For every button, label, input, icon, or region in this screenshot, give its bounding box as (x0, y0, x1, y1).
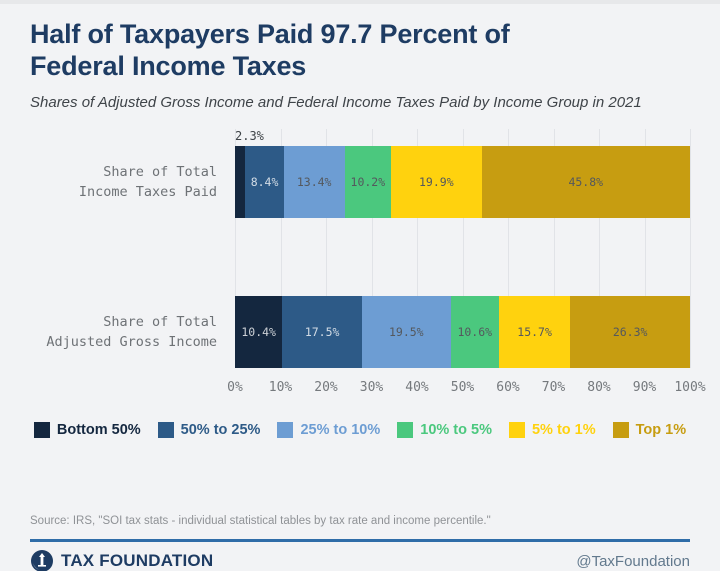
bar-segment: 19.9% (391, 146, 482, 219)
brand-name: TAX FOUNDATION (61, 551, 214, 570)
legend-item: 50% to 25% (157, 422, 261, 439)
gridline (462, 129, 464, 369)
segment-label: 19.5% (388, 325, 424, 340)
footer: TAX FOUNDATION @TaxFoundation (30, 549, 690, 573)
segment-label: 19.9% (419, 175, 454, 190)
legend-label: 50% to 25% (180, 422, 261, 439)
stacked-bar: 10.4% 17.5% 19.5% 10.6% 15.7% 26.3% (235, 296, 690, 369)
gridline (690, 129, 691, 369)
gridline (417, 129, 418, 369)
bar-wrap: 10.4% 17.5% 19.5% 10.6% 15.7% 26.3% (235, 296, 690, 369)
legend-item: 25% to 10% (277, 422, 381, 439)
segment-label: 17.5% (304, 325, 340, 340)
gridline (644, 129, 646, 369)
legend-label: Bottom 50% (56, 422, 141, 439)
gridline (599, 129, 600, 369)
bar-segment: 10.2% (344, 146, 392, 219)
x-tick-label: 40% (405, 380, 429, 396)
bar-rows: Share of Total Income Taxes Paid 2.3% 8.4% 1… (30, 129, 690, 369)
legend-label: 10% to 5% (420, 422, 492, 439)
x-tick-label: 60% (496, 380, 520, 396)
chart-subtitle: Shares of Adjusted Gross Income and Fede… (30, 93, 642, 111)
legend: Bottom 50% 50% to 25% 25% to 10% 10% to 5% 5… (0, 422, 720, 439)
legend-swatch (612, 422, 629, 439)
bar-segment: 8.4% (245, 146, 284, 219)
bar-segment: 15.7% (498, 296, 571, 369)
segment-label: 10.4% (241, 325, 276, 340)
gridline (235, 129, 236, 369)
x-tick-label: 20% (314, 380, 338, 396)
legend-swatch (397, 422, 414, 439)
row-label: Share of Total Income Taxes Paid (78, 163, 217, 201)
segment-label: 13.4% (296, 175, 332, 190)
x-tick-label: 0% (227, 380, 243, 396)
gridline (371, 129, 373, 369)
gridline (508, 129, 509, 369)
segment-label: 8.4% (250, 175, 279, 190)
header: Half of Taxpayers Paid 97.7 Percent of F… (0, 4, 720, 113)
bar-row: Share of Total Income Taxes Paid 2.3% 8.4% 1… (30, 129, 690, 219)
twitter-handle: @TaxFoundation (576, 552, 690, 570)
gridline (280, 129, 282, 369)
legend-swatch (277, 422, 294, 439)
bar-segment: 26.3% (570, 296, 690, 369)
x-tick-label: 50% (450, 380, 475, 396)
bar-segment: 13.4% (283, 146, 345, 219)
x-tick-label: 30% (359, 380, 384, 396)
bar-segment (235, 146, 246, 219)
legend-label: 5% to 1% (531, 422, 596, 439)
legend-label: Top 1% (635, 422, 687, 439)
x-tick-label: 70% (541, 380, 566, 396)
segment-label: 26.3% (612, 325, 648, 340)
row-label: Share of Total Adjusted Gross Income (46, 313, 217, 351)
tax-foundation-logo-icon (31, 550, 53, 572)
legend-item: Bottom 50% (33, 422, 141, 439)
bar-row: Share of Total Adjusted Gross Income 10.4%… (30, 296, 690, 369)
legend-item: 5% to 1% (508, 422, 596, 439)
bar-segment: 45.8% (481, 146, 690, 219)
bottom-edge (0, 571, 720, 576)
x-tick-label: 100% (674, 380, 706, 396)
bar-segment: 10.6% (450, 296, 499, 369)
stacked-bar: 8.4% 13.4% 10.2% 19.9% 45.8% (235, 146, 690, 219)
chart-title: Half of Taxpayers Paid 97.7 Percent of F… (30, 19, 510, 82)
segment-label: 10.6% (457, 325, 493, 340)
segment-label: 45.8% (568, 175, 604, 190)
source-note: Source: IRS, "SOI tax stats - individual… (30, 515, 491, 527)
legend-swatch (508, 422, 525, 439)
outside-segment-label: 2.3% (235, 129, 264, 144)
legend-item: 10% to 5% (397, 422, 492, 439)
x-tick-label: 90% (632, 380, 657, 396)
axis-gap (30, 368, 690, 380)
x-axis: 0% 10% 20% 30% 40% 50% 60% 70% 80% 90% 100% (227, 380, 705, 398)
bar-segment: 10.4% (235, 296, 283, 369)
footer-divider (30, 539, 690, 542)
x-tick-label: 80% (587, 380, 611, 396)
segment-label: 15.7% (517, 325, 552, 340)
legend-item: Top 1% (612, 422, 687, 439)
legend-swatch (157, 422, 174, 439)
segment-label: 10.2% (350, 175, 386, 190)
bar-wrap: 2.3% 8.4% 13.4% 10.2% 19.9% 45.8% (235, 129, 690, 219)
bar-segment: 17.5% (282, 296, 362, 369)
legend-swatch (33, 422, 50, 439)
plot-gridlines (235, 129, 691, 369)
brand: TAX FOUNDATION (30, 549, 213, 573)
legend-label: 25% to 10% (300, 422, 381, 439)
bar-segment: 19.5% (361, 296, 451, 369)
x-tick-label: 10% (268, 380, 293, 396)
gridline (326, 129, 327, 369)
gridline (553, 129, 555, 369)
stacked-bar-chart: Share of Total Income Taxes Paid 2.3% 8.4% 1… (30, 129, 706, 398)
